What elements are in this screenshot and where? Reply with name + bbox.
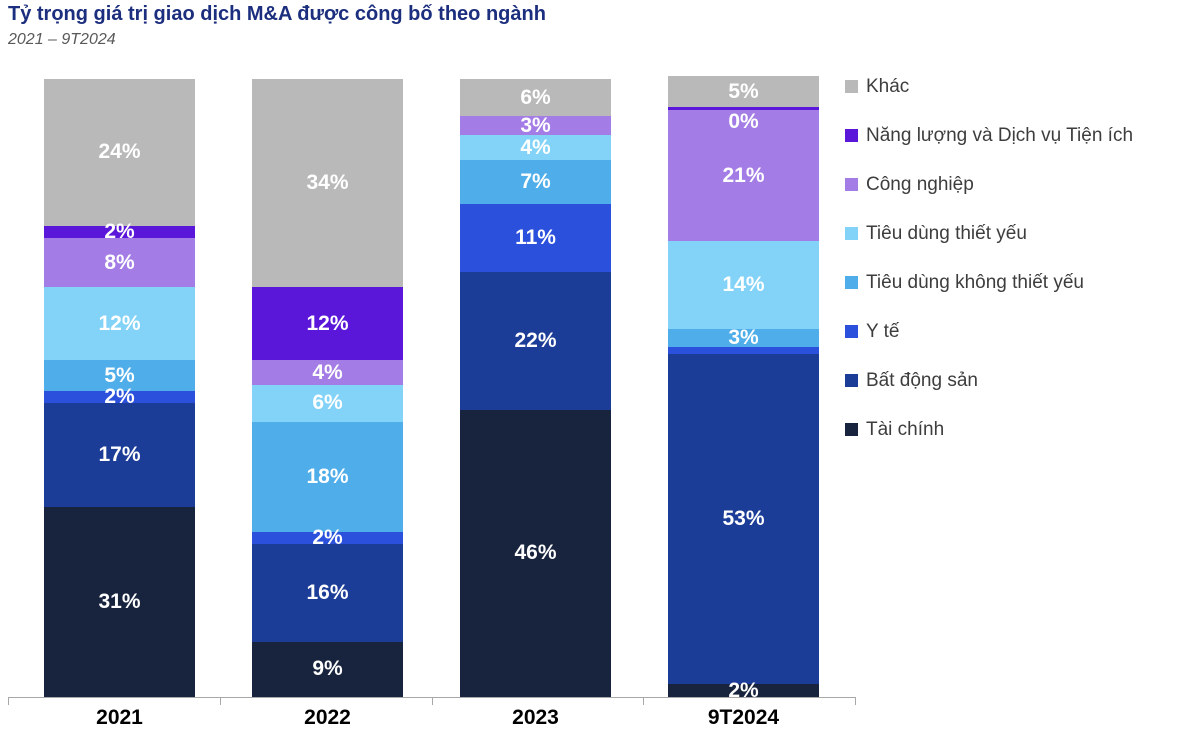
bar-2022: 34% 12% 4% 6% 18% 2% 16% 9% — [252, 79, 403, 697]
legend-item-bat-dong-san: Bất động sản — [845, 370, 1133, 391]
legend-label: Tiêu dùng không thiết yếu — [866, 272, 1084, 293]
axis-tick — [219, 697, 221, 705]
legend-swatch-tieu-dung-khong-thiet-yeu — [845, 276, 858, 289]
legend-swatch-y-te — [845, 325, 858, 338]
legend-label: Tài chính — [866, 419, 945, 440]
segment-nang-luong-va-dich-vu-tien-ich-2022 — [252, 287, 403, 361]
x-axis-label-2023: 2023 — [512, 706, 559, 729]
legend-item-tieu-dung-khong-thiet-yeu: Tiêu dùng không thiết yếu — [845, 272, 1133, 293]
segment-cong-nghiep-2021 — [44, 238, 195, 288]
segment-khac-2021 — [44, 79, 195, 226]
segment-tieu-dung-khong-thiet-yeu-2022 — [252, 421, 403, 532]
legend-label: Công nghiệp — [866, 174, 974, 195]
plot-area: 24% 2% 8% 12% 5% 2% 17% 31% 34% 12% 4% 6% 18% 2% 16% 9%… — [8, 76, 856, 705]
segment-khac-9t2024 — [668, 76, 819, 108]
bar-2021: 24% 2% 8% 12% 5% 2% 17% 31% — [44, 79, 195, 697]
segment-tieu-dung-khong-thiet-yeu-2023 — [460, 160, 611, 204]
segment-bat-dong-san-2022 — [252, 543, 403, 642]
legend-label: Tiêu dùng thiết yếu — [866, 223, 1027, 244]
segment-y-te-2022 — [252, 531, 403, 544]
bar-2023: 6% 3% 4% 7% 11% 22% 46% — [460, 79, 611, 697]
segment-y-te-9t2024 — [668, 347, 819, 354]
segment-nang-luong-va-dich-vu-tien-ich-2021 — [44, 225, 195, 239]
chart-subtitle: 2021 – 9T2024 — [8, 31, 116, 48]
legend-label: Khác — [866, 76, 910, 97]
legend-swatch-tai-chinh — [845, 423, 858, 436]
segment-tieu-dung-khong-thiet-yeu-2021 — [44, 360, 195, 392]
segment-tieu-dung-khong-thiet-yeu-9t2024 — [668, 328, 819, 348]
segment-tieu-dung-thiet-yeu-9t2024 — [668, 241, 819, 329]
legend-swatch-tieu-dung-thiet-yeu — [845, 227, 858, 240]
segment-tieu-dung-thiet-yeu-2022 — [252, 384, 403, 422]
segment-tai-chinh-2022 — [252, 641, 403, 697]
legend-label: Năng lượng và Dịch vụ Tiện ích — [866, 125, 1134, 146]
segment-tai-chinh-2023 — [460, 409, 611, 697]
legend-label: Bất động sản — [866, 370, 978, 391]
segment-bat-dong-san-2021 — [44, 403, 195, 508]
legend-swatch-khac — [845, 80, 858, 93]
x-axis-label-2022: 2022 — [304, 706, 351, 729]
segment-cong-nghiep-2023 — [460, 116, 611, 136]
legend-swatch-cong-nghiep — [845, 178, 858, 191]
legend-item-tieu-dung-thiet-yeu: Tiêu dùng thiết yếu — [845, 223, 1133, 244]
x-axis-label-2021: 2021 — [96, 706, 143, 729]
segment-khac-2022 — [252, 79, 403, 288]
legend-item-tai-chinh: Tài chính — [845, 419, 1133, 440]
legend-item-nang-luong-va-dich-vu-tien-ich: Năng lượng và Dịch vụ Tiện ích — [845, 125, 1134, 146]
legend: Khác Năng lượng và Dịch vụ Tiện ích Công n… — [845, 76, 1134, 440]
segment-bat-dong-san-2023 — [460, 272, 611, 410]
axis-tick — [8, 697, 9, 705]
legend-item-cong-nghiep: Công nghiệp — [845, 174, 1133, 195]
legend-swatch-bat-dong-san — [845, 374, 858, 387]
segment-khac-2023 — [460, 79, 611, 117]
segment-tai-chinh-9t2024 — [668, 684, 819, 697]
segment-nang-luong-va-dich-vu-tien-ich-9t2024 — [668, 107, 819, 111]
segment-tai-chinh-2021 — [44, 507, 195, 697]
segment-bat-dong-san-9t2024 — [668, 353, 819, 685]
segment-tieu-dung-thiet-yeu-2021 — [44, 287, 195, 361]
segment-cong-nghiep-9t2024 — [668, 110, 819, 242]
bar-9t2024: 5% 0% 21% 14% 3% 53% 2% — [668, 76, 819, 701]
segment-y-te-2021 — [44, 391, 195, 404]
segment-cong-nghiep-2022 — [252, 360, 403, 385]
axis-tick — [855, 697, 856, 705]
chart-area: 24% 2% 8% 12% 5% 2% 17% 31% 34% 12% 4% 6% 18% 2% 16% 9%… — [8, 76, 856, 738]
x-axis-label-9t2024: 9T2024 — [707, 706, 780, 729]
legend-label: Y tế — [866, 321, 900, 342]
legend-swatch-nang-luong-va-dich-vu-tien-ich — [845, 129, 858, 142]
chart-title: Tỷ trọng giá trị giao dịch M&A được công… — [8, 3, 546, 25]
legend-item-khac: Khác — [845, 76, 1133, 97]
legend-item-y-te: Y tế — [845, 321, 1133, 342]
segment-y-te-2023 — [460, 203, 611, 273]
axis-tick — [431, 697, 433, 705]
segment-tieu-dung-thiet-yeu-2023 — [460, 135, 611, 161]
axis-tick — [643, 697, 645, 705]
